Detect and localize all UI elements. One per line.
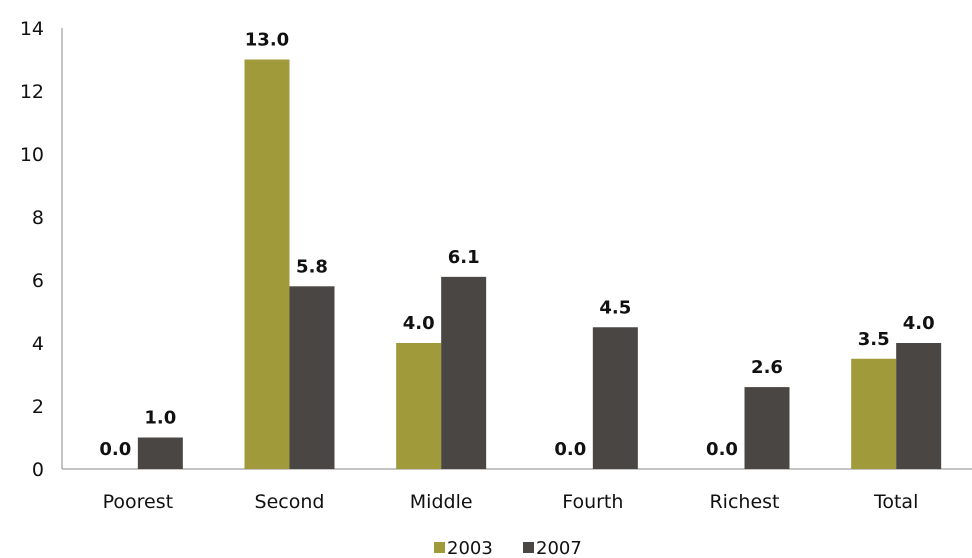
y-tick-label: 10	[20, 144, 44, 166]
bar-2007-poorest	[137, 437, 183, 469]
data-label: 3.5	[858, 329, 890, 350]
bar-2007-richest	[744, 387, 790, 469]
y-tick-label: 12	[20, 81, 44, 103]
bar-2007-second	[289, 286, 335, 469]
x-category-label: Middle	[410, 491, 473, 513]
data-label: 5.8	[296, 256, 328, 277]
data-label: 0.0	[99, 439, 131, 460]
data-label: 2.6	[751, 357, 783, 378]
bar-2003-second	[244, 59, 290, 469]
legend-swatch-2003	[434, 542, 445, 553]
y-tick-label: 8	[32, 207, 44, 229]
legend-label-2003: 2003	[447, 538, 493, 558]
data-label: 4.5	[599, 297, 631, 318]
data-label: 4.0	[903, 313, 935, 334]
bar-2007-middle	[441, 276, 487, 469]
data-label: 0.0	[554, 439, 586, 460]
y-tick-label: 2	[32, 396, 44, 418]
data-label: 4.0	[403, 313, 435, 334]
data-label: 6.1	[448, 247, 480, 268]
data-labels: 0.0 1.0 13.0 5.8 4.0 6.1 0.0 4.5 0.0 2.6 3.5 4.0	[99, 30, 934, 461]
y-axis-ticks: 0 2 4 6 8 10 12 14	[20, 18, 44, 481]
legend-label-2007: 2007	[536, 538, 582, 558]
y-tick-label: 0	[32, 459, 44, 481]
bar-2003-total	[851, 358, 897, 469]
x-category-label: Fourth	[562, 491, 623, 513]
data-label: 13.0	[245, 30, 289, 51]
x-axis-categories: Poorest Second Middle Fourth Richest Total	[103, 491, 919, 513]
x-category-label: Second	[255, 491, 325, 513]
x-category-label: Richest	[709, 491, 779, 513]
data-label: 0.0	[706, 439, 738, 460]
x-category-label: Total	[873, 491, 918, 513]
chart-axes	[61, 28, 972, 470]
chart-legend: 2003 2007	[434, 538, 582, 558]
legend-swatch-2007	[523, 542, 534, 553]
y-tick-label: 6	[32, 270, 44, 292]
bar-2007-fourth	[592, 327, 638, 469]
y-tick-label: 14	[20, 18, 44, 40]
bar-2007-total	[896, 343, 942, 469]
chart-bars	[137, 59, 942, 469]
data-label: 1.0	[144, 408, 176, 429]
x-category-label: Poorest	[103, 491, 173, 513]
y-tick-label: 4	[32, 333, 44, 355]
bar-2003-middle	[396, 343, 442, 469]
